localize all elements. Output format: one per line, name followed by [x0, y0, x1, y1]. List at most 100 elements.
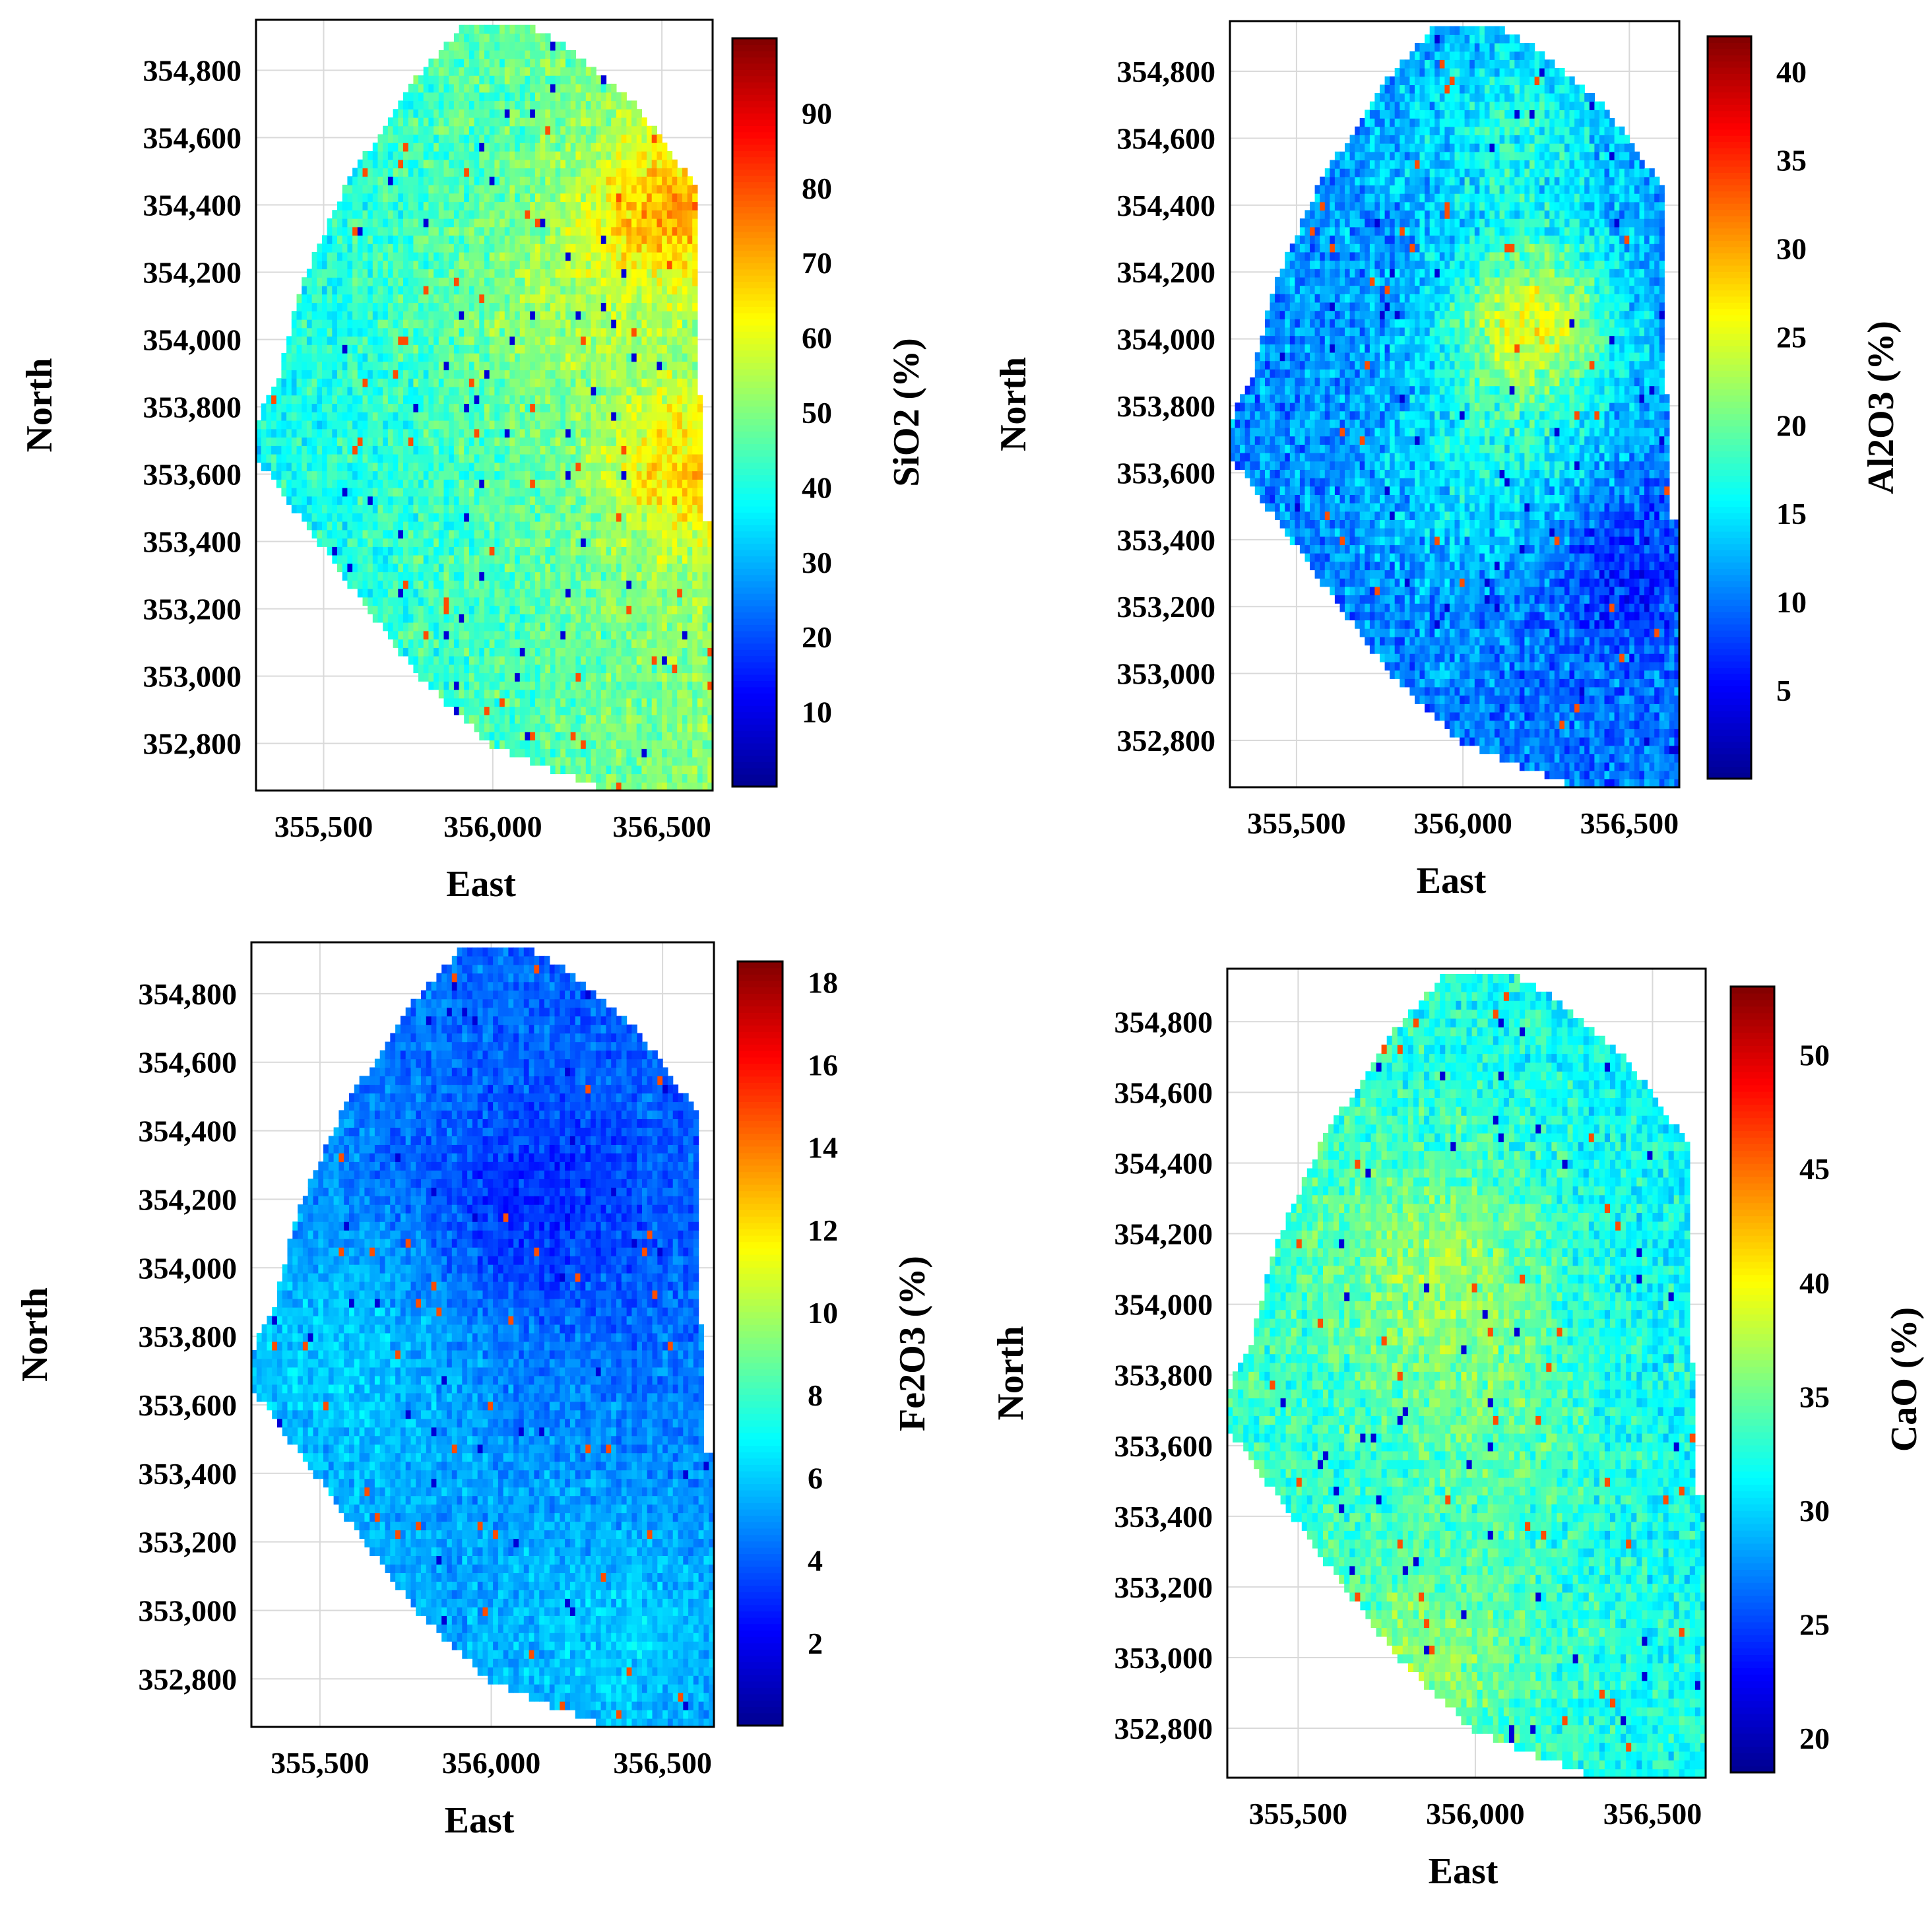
heatmap-cell [327, 546, 333, 555]
heatmap-cell [352, 454, 358, 463]
heatmap-cell [398, 555, 403, 564]
heatmap-cell [398, 395, 403, 404]
heatmap-cell [393, 378, 399, 387]
heatmap-cell [358, 420, 363, 429]
heatmap-cell [373, 530, 378, 538]
heatmap-cell [418, 445, 424, 454]
heatmap-cell [332, 429, 337, 437]
heatmap-cell [413, 606, 418, 614]
heatmap-cell [428, 606, 434, 614]
heatmap-cell [312, 311, 317, 319]
heatmap-cell [347, 328, 352, 337]
heatmap-cell [388, 160, 393, 168]
heatmap-cell [378, 319, 383, 328]
heatmap-cell [408, 437, 414, 446]
heatmap-cell [398, 496, 403, 505]
heatmap-cell [312, 269, 317, 277]
heatmap-cell [408, 555, 414, 564]
heatmap-cell [327, 286, 333, 294]
heatmap-cell [276, 420, 282, 429]
heatmap-cell [378, 454, 383, 463]
heatmap-cell [424, 597, 429, 606]
heatmap-cell [383, 235, 388, 243]
heatmap-cell [403, 403, 408, 412]
heatmap-cell [358, 454, 363, 463]
heatmap-cell [271, 403, 276, 412]
heatmap-cell [378, 445, 383, 454]
heatmap-cell [363, 488, 368, 496]
heatmap-cell [363, 463, 368, 471]
heatmap-cell [266, 403, 271, 412]
heatmap-cell [297, 294, 302, 303]
heatmap-cell [292, 420, 297, 429]
heatmap-cell [347, 429, 352, 437]
heatmap-cell [418, 201, 424, 210]
heatmap-cell [418, 597, 424, 606]
heatmap-cell [358, 445, 363, 454]
heatmap-cell [322, 530, 327, 538]
heatmap-cell [358, 243, 363, 252]
heatmap-cell [428, 555, 434, 564]
heatmap-cell [368, 302, 373, 311]
heatmap-cell [352, 218, 358, 227]
heatmap-cell [342, 185, 348, 193]
heatmap-cell [368, 336, 373, 344]
heatmap-cell [302, 387, 307, 395]
heatmap-cell [312, 261, 317, 269]
heatmap-cell [358, 362, 363, 370]
heatmap-cell [403, 513, 408, 521]
heatmap-cell [363, 564, 368, 572]
heatmap-cell [393, 463, 399, 471]
heatmap-cell [424, 134, 429, 143]
heatmap-cell [261, 412, 267, 420]
heatmap-cell [424, 631, 429, 639]
heatmap-cell [413, 664, 418, 673]
heatmap-cell [428, 505, 434, 513]
heatmap-cell [347, 546, 352, 555]
heatmap-cell [373, 420, 378, 429]
heatmap-cell [342, 454, 348, 463]
heatmap-cell [302, 378, 307, 387]
heatmap-cell [408, 328, 414, 337]
heatmap-cell [281, 471, 286, 480]
heatmap-cell [424, 673, 429, 682]
heatmap-cell [393, 176, 399, 185]
heatmap-cell [368, 370, 373, 378]
heatmap-cell [342, 429, 348, 437]
heatmap-cell [378, 471, 383, 480]
heatmap-cell [418, 429, 424, 437]
heatmap-cell [368, 344, 373, 353]
heatmap-cell [337, 420, 342, 429]
heatmap-cell [337, 395, 342, 404]
heatmap-cell [408, 488, 414, 496]
heatmap-cell [327, 463, 333, 471]
heatmap-cell [363, 151, 368, 160]
heatmap-cell [378, 210, 383, 218]
heatmap-cell [358, 235, 363, 243]
heatmap-cell [373, 555, 378, 564]
heatmap-cell [312, 294, 317, 303]
heatmap-cell [337, 227, 342, 236]
heatmap-cell [307, 319, 312, 328]
heatmap-cell [358, 294, 363, 303]
heatmap-cell [418, 370, 424, 378]
heatmap-cell [408, 445, 414, 454]
heatmap-cell [378, 252, 383, 261]
heatmap-cell [317, 302, 322, 311]
heatmap-cell [292, 479, 297, 488]
heatmap-cell [408, 471, 414, 480]
heatmap-cell [368, 580, 373, 589]
heatmap-cell [388, 614, 393, 622]
heatmap-cell [286, 445, 292, 454]
heatmap-cell [393, 505, 399, 513]
heatmap-cell [363, 572, 368, 581]
heatmap-cell [428, 193, 434, 202]
heatmap-cell [342, 235, 348, 243]
heatmap-cell [352, 302, 358, 311]
heatmap-cell [393, 445, 399, 454]
heatmap-cell [383, 193, 388, 202]
heatmap-cell [317, 437, 322, 446]
heatmap-cell [393, 387, 399, 395]
heatmap-cell [424, 210, 429, 218]
heatmap-cell [276, 445, 282, 454]
